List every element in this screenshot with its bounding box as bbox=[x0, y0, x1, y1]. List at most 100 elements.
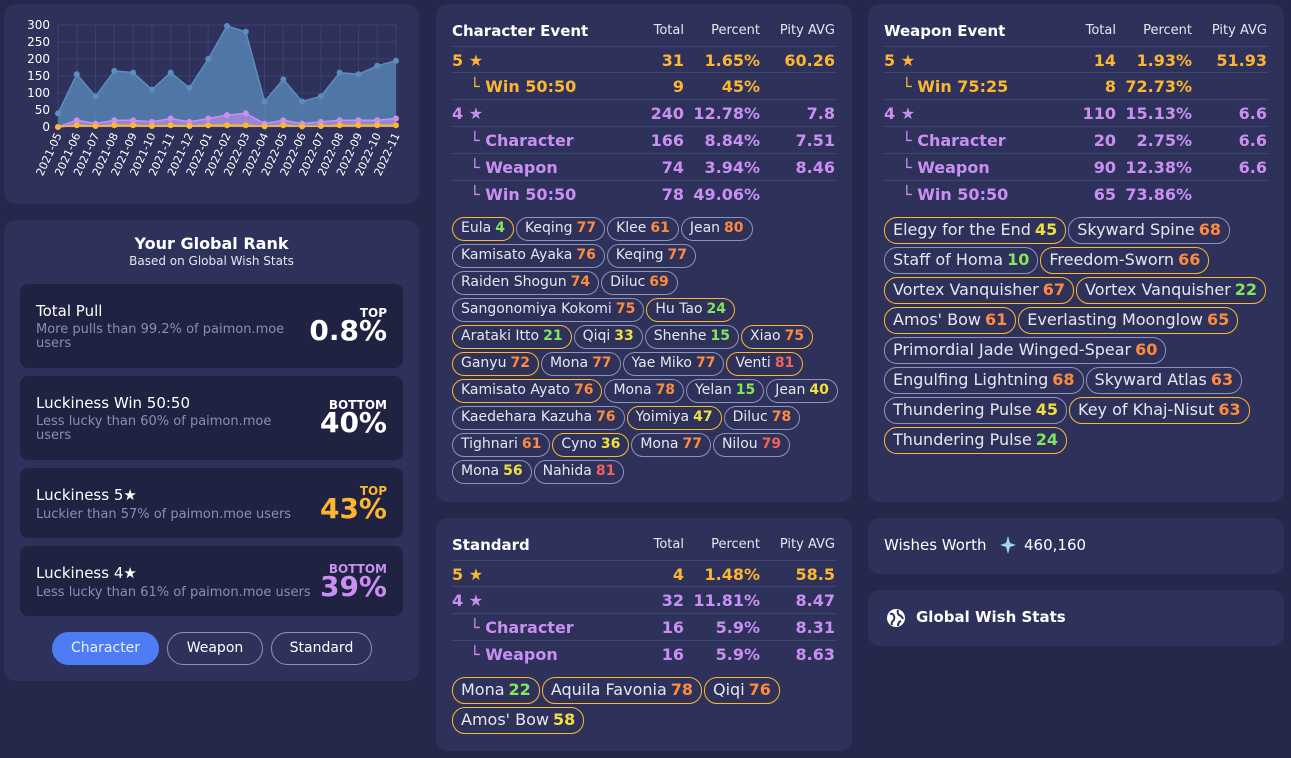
pull-chip[interactable]: Mona 77 bbox=[540, 352, 621, 376]
row-pity-avg: 6.6 bbox=[1238, 104, 1267, 123]
pull-chip[interactable]: Diluc 78 bbox=[723, 406, 801, 430]
pull-chip[interactable]: Eula 4 bbox=[452, 217, 514, 241]
pull-chip[interactable]: Nilou 79 bbox=[712, 433, 791, 457]
pull-chip[interactable]: Keqing 77 bbox=[606, 244, 696, 268]
pull-chip[interactable]: Ganyu 72 bbox=[452, 352, 539, 376]
pull-chip[interactable]: Qiqi 33 bbox=[573, 325, 643, 349]
pull-chip[interactable]: Yae Miko 77 bbox=[622, 352, 725, 376]
data-point bbox=[55, 110, 61, 117]
row-percent: 1.65% bbox=[704, 51, 760, 70]
pull-chip[interactable]: Mona 56 bbox=[452, 460, 532, 484]
pull-chip[interactable]: Hu Tao 24 bbox=[646, 298, 736, 322]
pull-chip[interactable]: Venti 81 bbox=[726, 352, 804, 376]
pull-pity: 4 bbox=[495, 220, 505, 236]
pull-chip[interactable]: Thundering Pulse 45 bbox=[884, 397, 1067, 424]
wishes-worth-card: Wishes Worth 460,160 bbox=[868, 518, 1284, 574]
pull-chip[interactable]: Freedom-Sworn 66 bbox=[1040, 247, 1210, 274]
pull-chip[interactable]: Shenhe 15 bbox=[644, 325, 739, 349]
row-total: 90 bbox=[1093, 158, 1116, 177]
pull-name: Arataki Itto bbox=[461, 328, 540, 344]
row-percent: 5.9% bbox=[715, 645, 760, 664]
data-point bbox=[167, 69, 174, 76]
pull-chip[interactable]: Xiao 75 bbox=[740, 325, 814, 349]
row-percent: 1.93% bbox=[1136, 51, 1192, 70]
pull-chip[interactable]: Mona 78 bbox=[604, 379, 685, 403]
wish-history-chart-card: 0 50 100 150 200 250 300 2021-05 2021-06 2021-07 2… bbox=[4, 4, 419, 204]
rank-stat-description: More pulls than 99.2% of paimon.moe user… bbox=[36, 322, 285, 351]
pull-chip[interactable]: Klee 61 bbox=[607, 217, 679, 241]
pull-pity: 24 bbox=[1035, 430, 1058, 449]
pull-chip[interactable]: Primordial Jade Winged-Spear 60 bbox=[884, 337, 1167, 364]
pull-chip[interactable]: Raiden Shogun 74 bbox=[452, 271, 600, 295]
data-point bbox=[224, 23, 230, 30]
row-total: 74 bbox=[661, 158, 684, 177]
data-point bbox=[355, 117, 362, 124]
pull-chip[interactable]: Key of Khaj-Nisut 63 bbox=[1069, 397, 1250, 424]
data-point bbox=[261, 98, 268, 105]
pull-name: Shenhe bbox=[653, 328, 707, 344]
pull-chip[interactable]: Kaedehara Kazuha 76 bbox=[452, 406, 625, 430]
pull-chip[interactable]: Amos' Bow 58 bbox=[452, 707, 585, 734]
pull-chip[interactable]: Skyward Atlas 63 bbox=[1085, 367, 1243, 394]
pull-chip[interactable]: Engulfing Lightning 68 bbox=[884, 367, 1084, 394]
pull-pity: 66 bbox=[1178, 250, 1201, 269]
row-percent: 12.38% bbox=[1125, 158, 1192, 177]
pull-pity: 65 bbox=[1206, 310, 1230, 329]
pull-name: Key of Khaj-Nisut bbox=[1078, 400, 1215, 419]
data-point bbox=[111, 122, 118, 129]
pull-chip[interactable]: Elegy for the End 45 bbox=[884, 217, 1067, 244]
row-pity-avg: 58.5 bbox=[795, 565, 835, 584]
pull-name: Primordial Jade Winged-Spear bbox=[893, 340, 1132, 359]
pull-chip[interactable]: Skyward Spine 68 bbox=[1068, 217, 1230, 244]
character-pulls-list: Eula 4 Keqing 77 Klee 61 Jean 80Kamisato Ayaka 7… bbox=[452, 217, 842, 487]
pull-chip[interactable]: Mona 77 bbox=[631, 433, 711, 457]
row-total: 240 bbox=[650, 104, 684, 123]
global-wish-stats-link[interactable]: Global Wish Stats bbox=[868, 590, 1284, 646]
pull-pity: 21 bbox=[543, 328, 563, 344]
pull-chip[interactable]: Yelan 15 bbox=[686, 379, 765, 403]
pull-chip[interactable]: Nahida 81 bbox=[533, 460, 625, 484]
pull-chip[interactable]: Everlasting Moonglow 65 bbox=[1018, 307, 1239, 334]
pull-name: Keqing bbox=[524, 220, 573, 236]
pull-chip[interactable]: Qiqi 76 bbox=[704, 677, 780, 704]
pull-chip[interactable]: Yoimiya 47 bbox=[626, 406, 722, 430]
pull-chip[interactable]: Aquila Favonia 78 bbox=[541, 677, 703, 704]
tab-weapon[interactable]: Weapon bbox=[167, 632, 263, 665]
pull-name: Tighnari bbox=[461, 436, 518, 452]
pull-chip[interactable]: Mona 22 bbox=[452, 677, 540, 704]
pull-chip[interactable]: Kamisato Ayaka 76 bbox=[452, 244, 605, 268]
pull-chip[interactable]: Keqing 77 bbox=[515, 217, 606, 241]
rank-stat-label: Luckiness 4★ bbox=[36, 564, 137, 582]
pull-name: Hu Tao bbox=[655, 301, 703, 317]
pull-pity: 76 bbox=[748, 680, 771, 699]
pull-chip[interactable]: Jean 40 bbox=[766, 379, 838, 403]
pull-chip[interactable]: Staff of Homa 10 bbox=[884, 247, 1039, 274]
pull-chip[interactable]: Cyno 36 bbox=[552, 433, 630, 457]
pull-chip[interactable]: Diluc 69 bbox=[601, 271, 678, 295]
pull-pity: 36 bbox=[600, 436, 621, 452]
rank-stat-value: 43% bbox=[319, 492, 387, 525]
pull-chip[interactable]: Arataki Itto 21 bbox=[452, 325, 572, 349]
data-point bbox=[393, 115, 399, 122]
pull-chip[interactable]: Amos' Bow 61 bbox=[884, 307, 1017, 334]
data-point bbox=[205, 115, 212, 122]
tab-character[interactable]: Character bbox=[52, 632, 159, 665]
row-label: └ Character bbox=[902, 131, 1006, 150]
pull-chip[interactable]: Vortex Vanquisher 22 bbox=[1076, 277, 1267, 304]
tab-standard[interactable]: Standard bbox=[271, 632, 372, 665]
data-point bbox=[73, 122, 80, 129]
y-tick-label: 100 bbox=[27, 86, 50, 100]
data-point bbox=[130, 69, 137, 76]
pull-chip[interactable]: Tighnari 61 bbox=[452, 433, 551, 457]
pull-pity: 56 bbox=[503, 463, 523, 479]
row-percent: 3.94% bbox=[704, 158, 760, 177]
pull-chip[interactable]: Jean 80 bbox=[680, 217, 753, 241]
pull-chip[interactable]: Kamisato Ayato 76 bbox=[452, 379, 603, 403]
pull-chip[interactable]: Sangonomiya Kokomi 75 bbox=[452, 298, 645, 322]
pull-chip[interactable]: Thundering Pulse 24 bbox=[884, 427, 1067, 454]
pull-pity: 61 bbox=[985, 310, 1008, 329]
character-col-percent: Percent bbox=[711, 23, 760, 38]
row-total: 78 bbox=[661, 185, 684, 204]
data-point bbox=[224, 112, 230, 119]
pull-chip[interactable]: Vortex Vanquisher 67 bbox=[884, 277, 1075, 304]
